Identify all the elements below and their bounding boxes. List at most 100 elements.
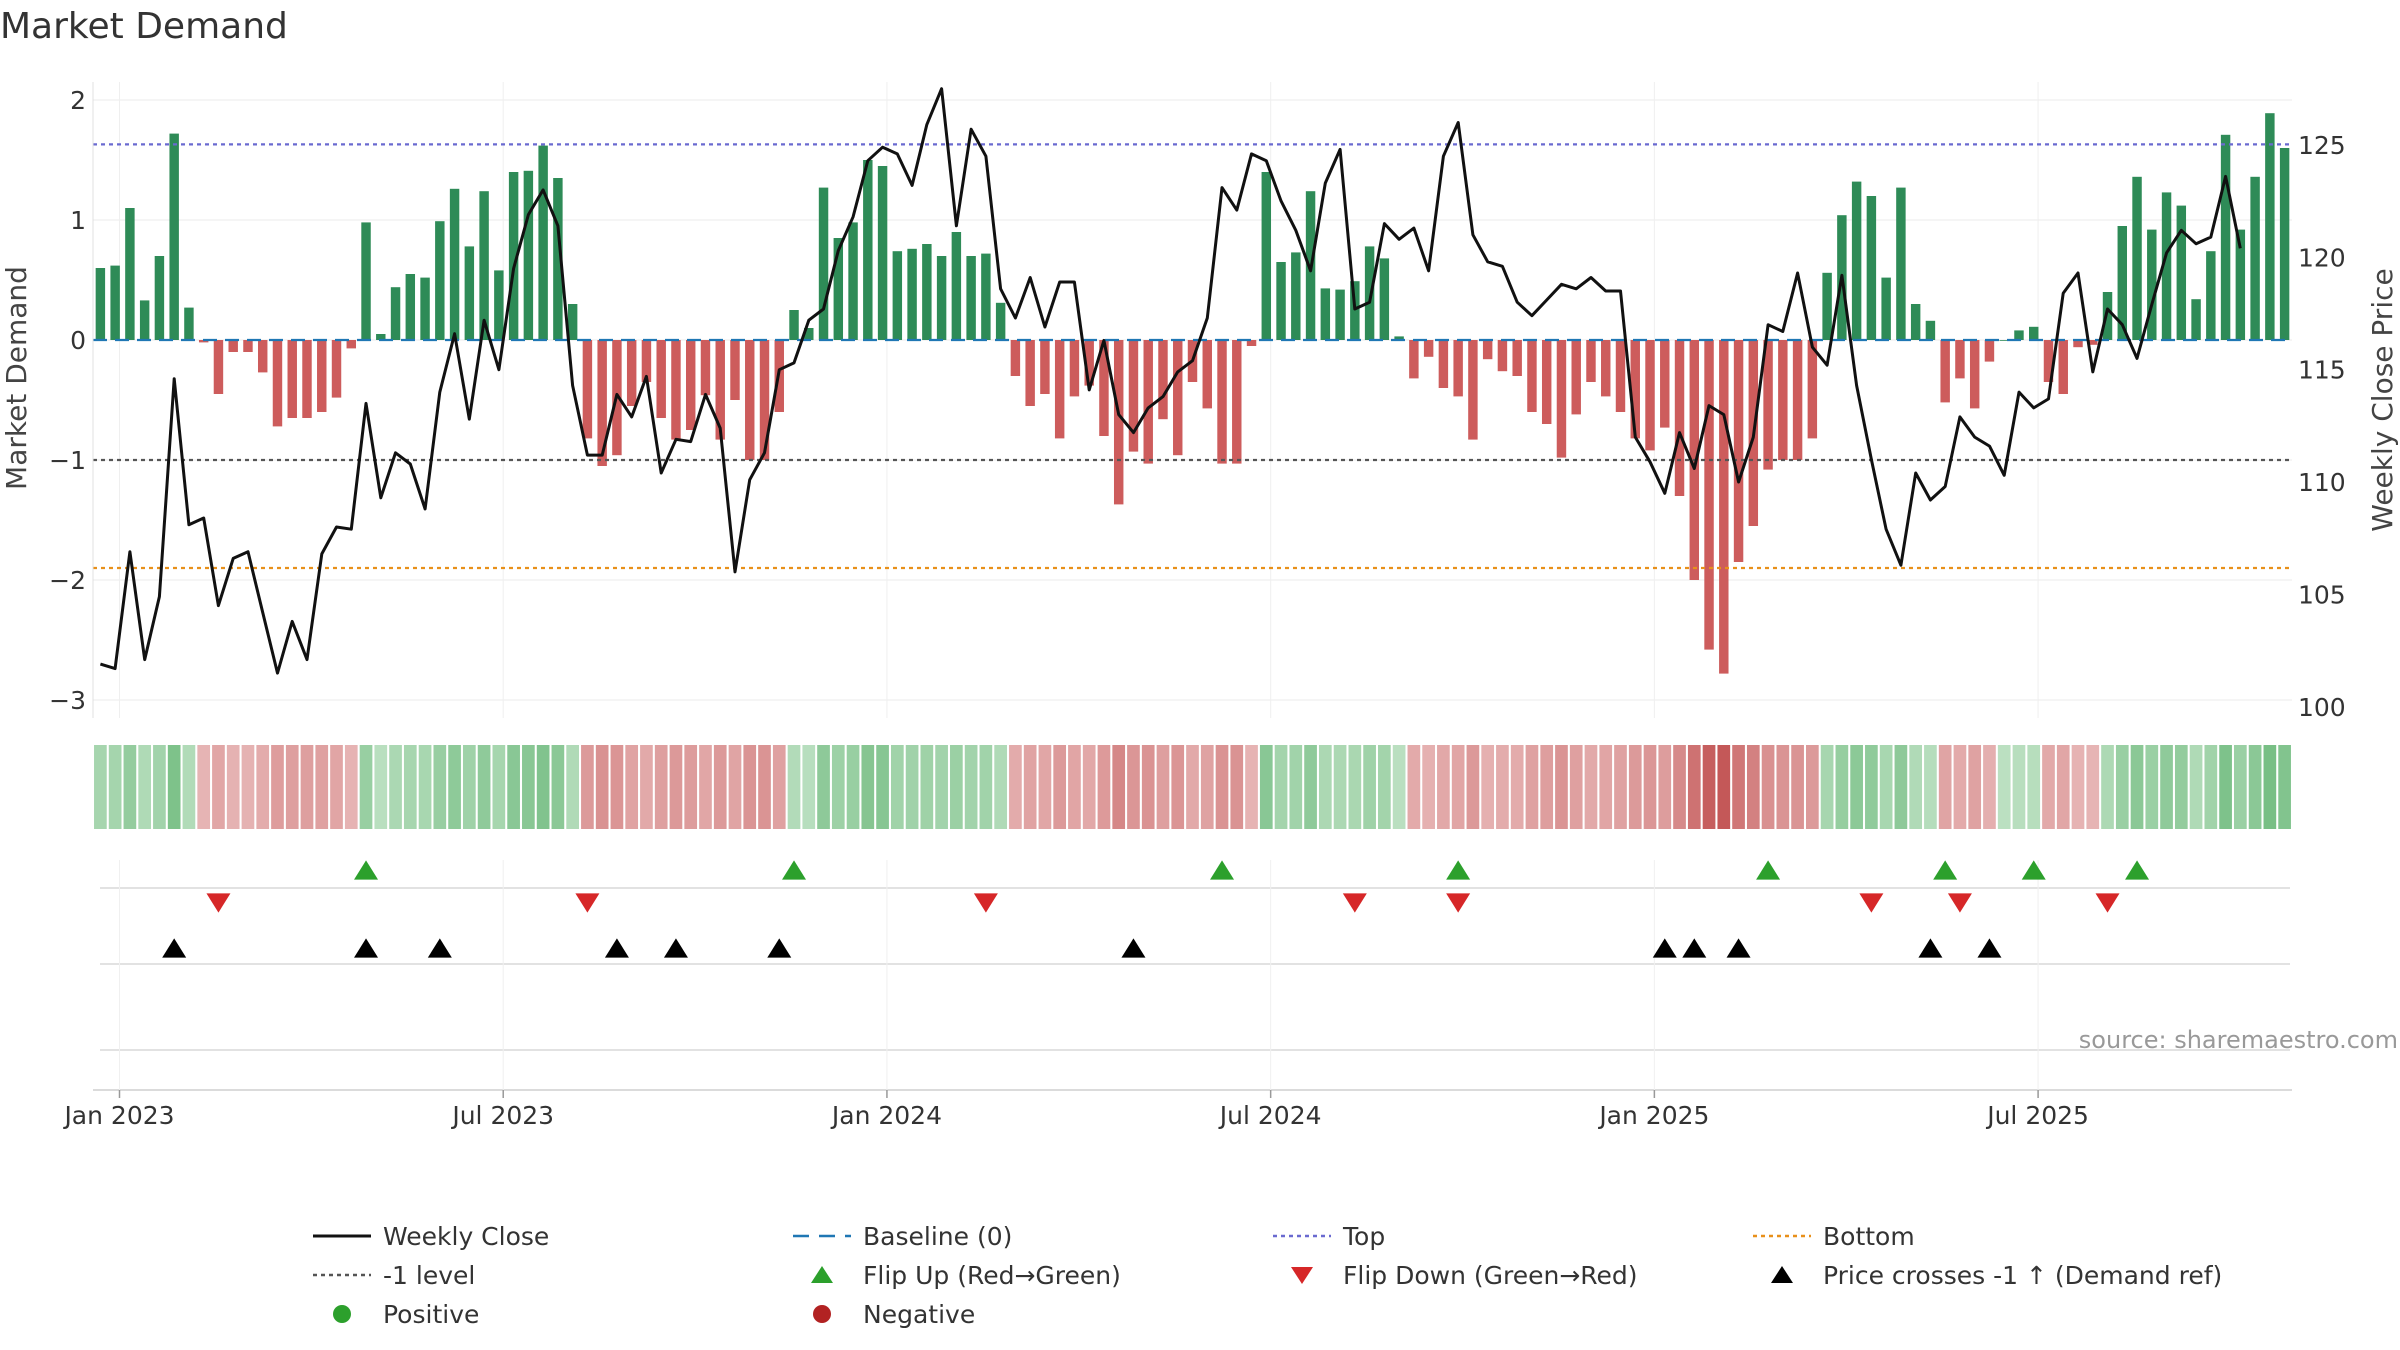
weekly-close-line [99,87,2242,675]
heat-cell [2101,745,2114,829]
demand-bar [2088,340,2098,345]
demand-bar [1158,340,1168,420]
heat-cell [536,745,550,829]
demand-bar [95,268,106,340]
heat-cell [1510,745,1524,829]
demand-bar [287,340,297,418]
heat-cell [285,745,299,829]
demand-bar [2043,340,2054,382]
heat-cell [787,745,801,829]
demand-bar [169,133,179,340]
price-cross-marker [663,938,688,958]
heat-cell [1245,745,1258,829]
heat-cell [2071,745,2085,829]
demand-bar [1025,340,1035,406]
heat-cell [2130,745,2144,829]
heat-cell [566,745,579,829]
price-layer [99,87,2242,675]
heat-cell [1584,745,1598,829]
demand-bar [1040,340,1050,394]
heat-cell [1156,745,1170,829]
heat-cell [1746,745,1760,829]
x-tick-label: Jan 2023 [62,1101,174,1130]
heat-cell [389,745,402,829]
demand-bar [745,340,755,460]
demand-bar [1217,340,1227,464]
heat-cell [212,745,225,829]
heat-cell [1909,745,1923,829]
legend-label: Flip Up (Red→Green) [863,1261,1121,1290]
heat-cell [2012,745,2026,829]
demand-bar [804,328,814,340]
heat-cell [2219,745,2232,829]
heat-cell [1658,745,1672,829]
y2-tick-label: 120 [2298,243,2346,272]
heat-cell [153,745,166,829]
heat-cell [551,745,565,829]
legend-item: Weekly Close [313,1222,549,1251]
demand-bar [656,340,666,418]
legend-item: Bottom [1753,1222,1915,1251]
demand-bar [523,170,534,340]
heat-cell [522,745,535,829]
heat-cell [108,745,122,829]
demand-bar [1601,340,1611,397]
heat-cell [1451,745,1465,829]
demand-bar [567,304,578,340]
demand-bar [1645,340,1655,451]
price-cross-marker [427,938,452,958]
demand-bar [435,221,445,340]
demand-bar [243,340,253,352]
flip-down-marker [1342,893,1367,913]
demand-bar [1925,320,1936,340]
heat-cell [300,745,314,829]
demand-bar [833,238,844,340]
heat-cell [669,745,683,829]
heat-cell [2056,745,2070,829]
legend-swatch [1771,1266,1793,1283]
demand-bar [848,222,858,340]
demand-bar [1394,336,1404,340]
demand-heat-strip [94,745,2291,829]
heat-cell [2145,745,2159,829]
heat-cell [2189,745,2203,829]
demand-bar [1423,340,1434,357]
x-axis: Jan 2023 Jul 2023 Jan 2024 Jul 2024 Jan 2025… [62,1090,2089,1130]
heat-cell [94,745,107,829]
demand-bar [538,145,548,340]
heat-cell [1687,745,1701,829]
y-tick-label: 0 [70,326,86,355]
heat-cell [1997,745,2011,829]
demand-bar [641,340,652,382]
demand-bar [818,187,829,340]
heat-cell [831,745,845,829]
heat-cell [462,745,476,829]
legend-label: Bottom [1823,1222,1915,1251]
demand-bar [390,287,401,340]
bars-layer [95,113,2290,674]
heat-cell [123,745,137,829]
demand-bar [464,246,475,340]
demand-bar [1807,340,1818,439]
demand-bar [2161,192,2172,340]
demand-bar [951,232,962,340]
demand-bar [1084,340,1094,386]
heat-cell [684,745,698,829]
demand-bar [1453,340,1463,397]
demand-bar [1955,340,1965,379]
heat-cell [1333,745,1347,829]
demand-bar [1527,340,1537,412]
heat-cell [1009,745,1022,829]
heat-cell [1776,745,1790,829]
demand-bar [1379,258,1390,340]
demand-bar [2250,176,2260,340]
heat-cell [1274,745,1288,829]
demand-bar [1497,340,1508,372]
heat-cell [418,745,432,829]
heat-cell [581,745,594,829]
legend-item: Flip Up (Red→Green) [811,1261,1121,1290]
heat-cell [256,745,270,829]
demand-bar [1232,340,1242,464]
demand-bar [346,340,356,349]
legend-label: Top [1342,1222,1385,1251]
